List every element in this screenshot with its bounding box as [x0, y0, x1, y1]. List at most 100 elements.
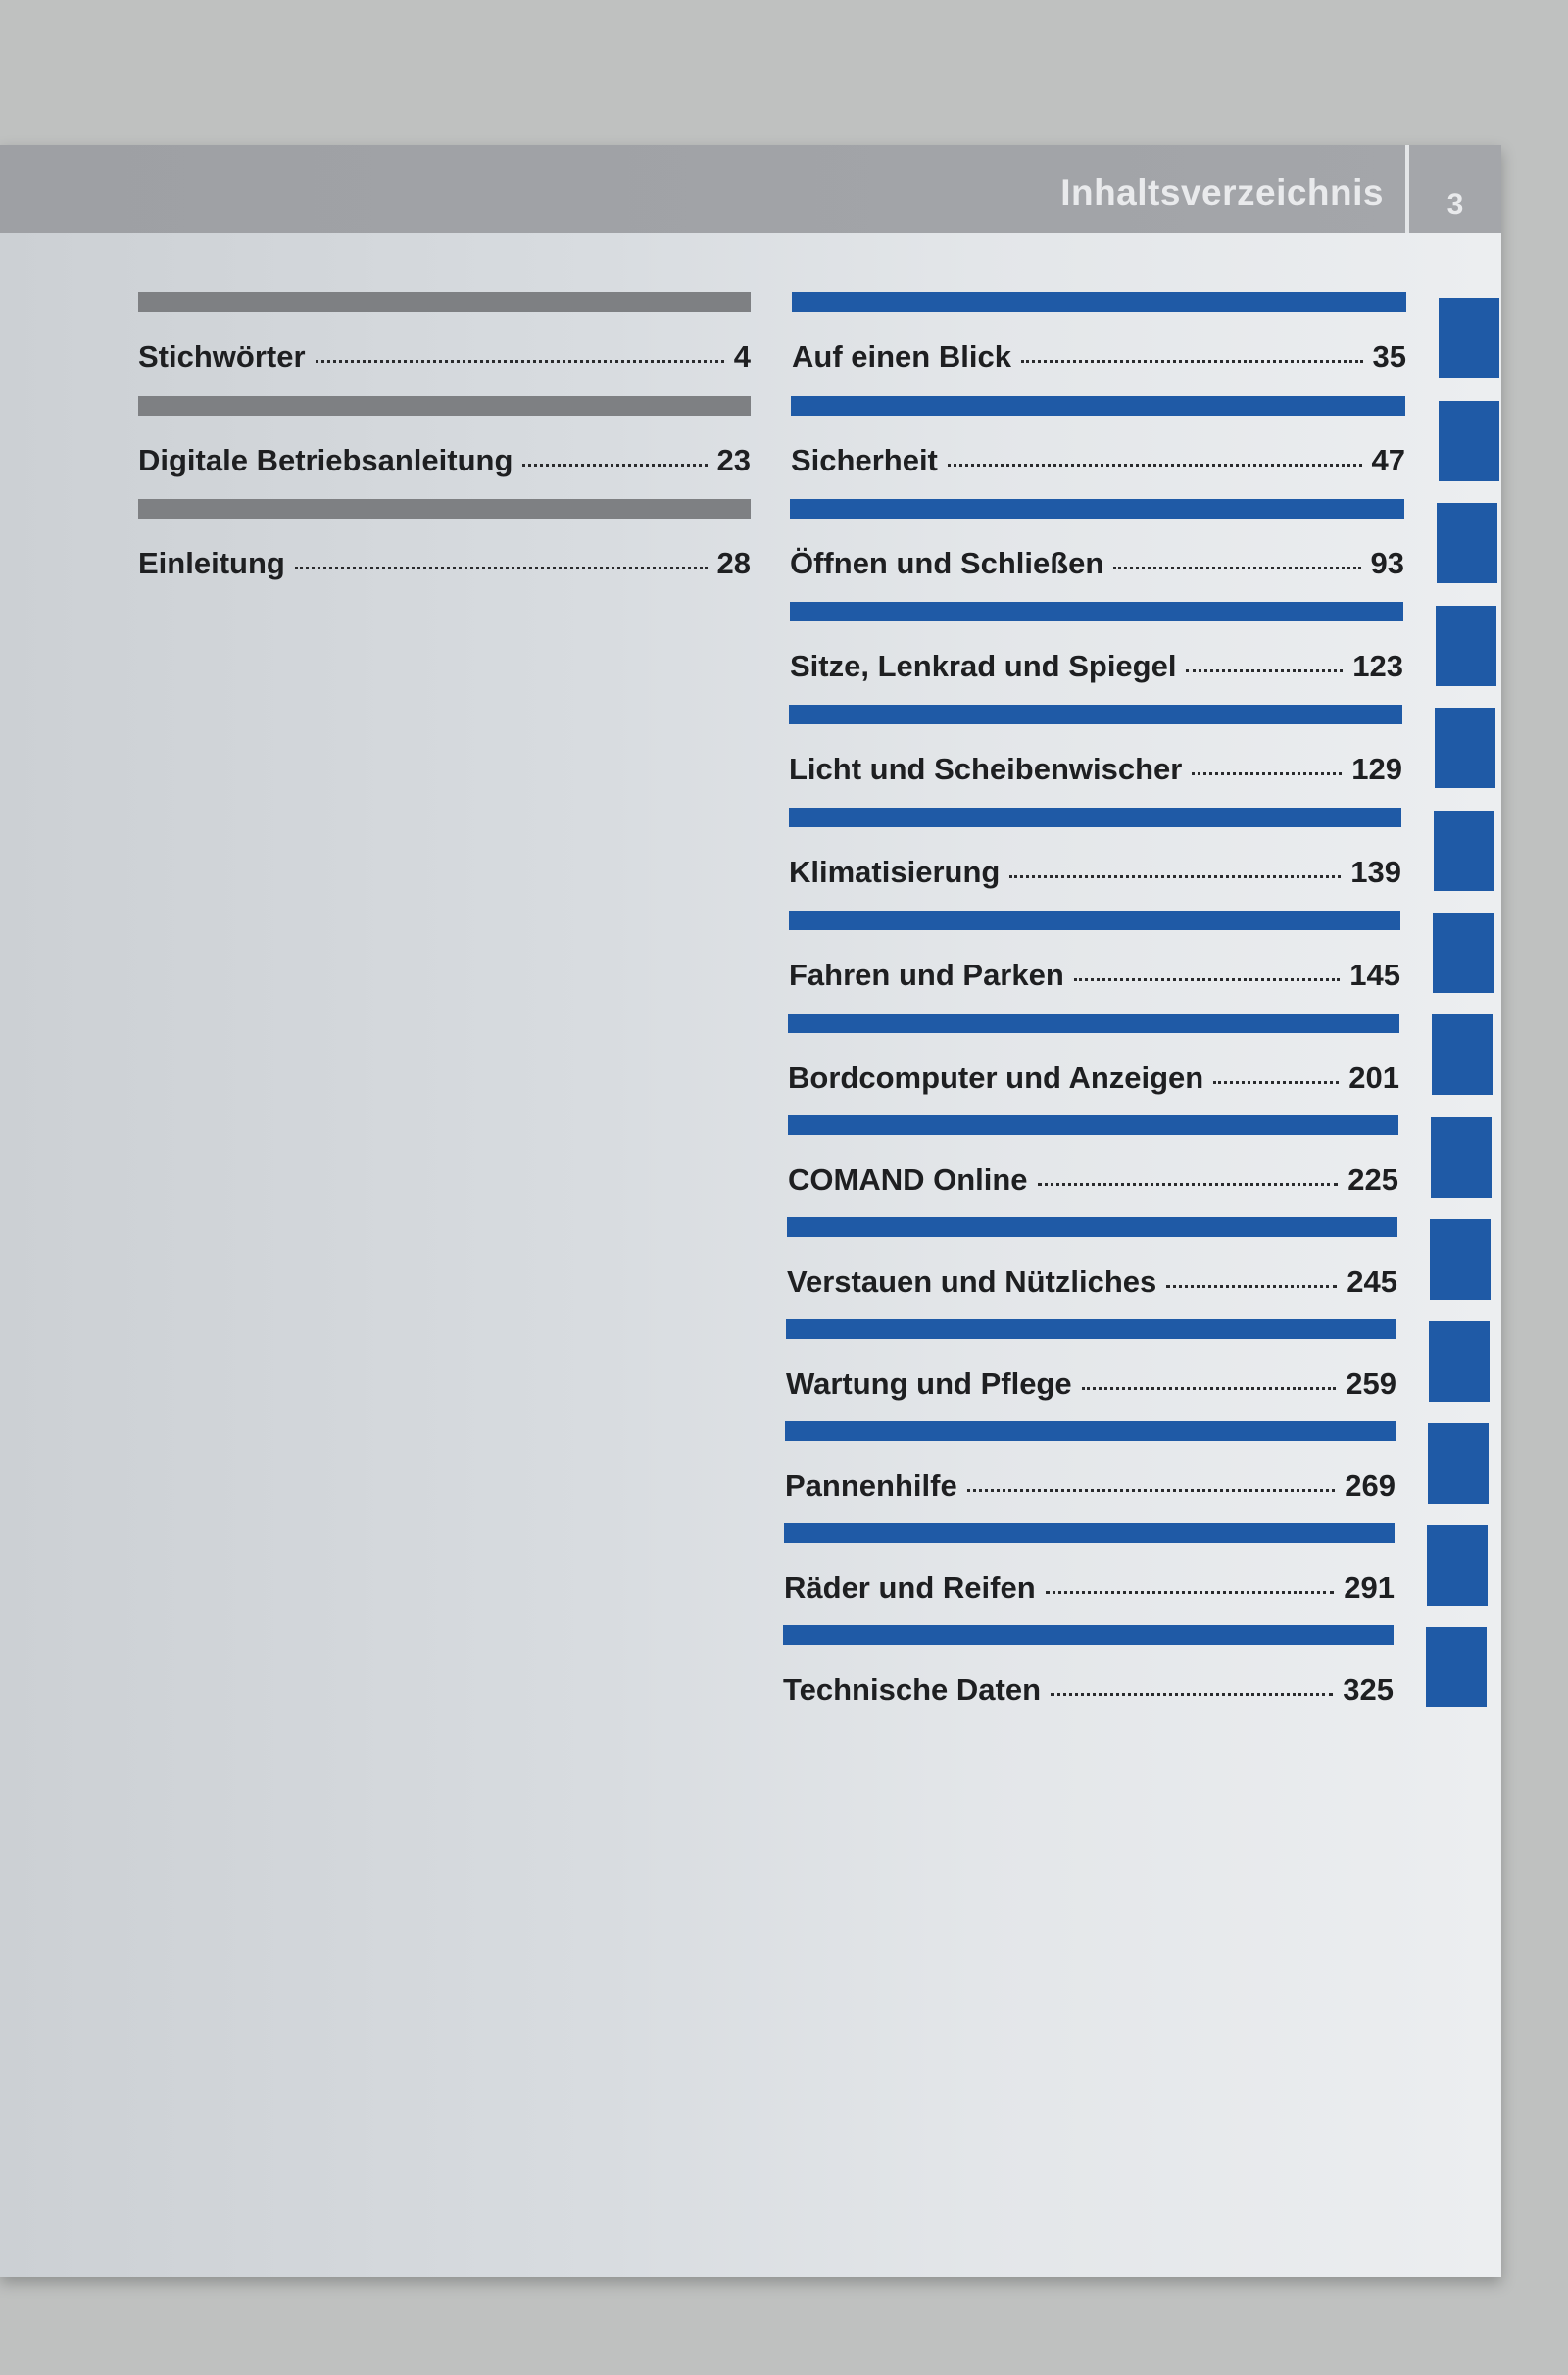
dot-leader — [294, 567, 708, 569]
toc-entry-right[interactable]: Licht und Scheibenwischer 129 — [789, 705, 1402, 793]
toc-page-number: 28 — [716, 546, 751, 580]
thumb-tab[interactable] — [1435, 708, 1495, 788]
thumb-tab[interactable] — [1437, 503, 1497, 583]
dot-leader — [1037, 1183, 1339, 1186]
toc-page-number: 23 — [716, 443, 751, 477]
thumb-tab[interactable] — [1433, 913, 1494, 993]
section-bar — [788, 1115, 1398, 1135]
toc-entry-right[interactable]: Pannenhilfe 269 — [785, 1421, 1396, 1509]
section-bar — [791, 396, 1405, 416]
toc-entry-right[interactable]: Räder und Reifen 291 — [784, 1523, 1395, 1611]
thumb-tab[interactable] — [1432, 1014, 1493, 1095]
dot-leader — [1020, 360, 1363, 363]
section-bar — [138, 499, 751, 519]
toc-entry-right[interactable]: Verstauen und Nützliches 245 — [787, 1217, 1397, 1306]
toc-label: Digitale Betriebsanleitung — [138, 443, 514, 477]
toc-page-number: 259 — [1346, 1366, 1396, 1401]
toc-entry-right[interactable]: Öffnen und Schließen 93 — [790, 499, 1404, 587]
section-bar — [784, 1523, 1395, 1543]
dot-leader — [1192, 772, 1343, 775]
section-bar — [138, 292, 751, 312]
toc-page-number: 123 — [1352, 649, 1403, 683]
thumb-tab[interactable] — [1434, 811, 1494, 891]
section-bar — [138, 396, 751, 416]
toc-label: Einleitung — [138, 546, 285, 580]
toc-label: Fahren und Parken — [789, 958, 1064, 992]
thumb-tab[interactable] — [1426, 1627, 1487, 1707]
toc-label: Stichwörter — [138, 339, 306, 373]
section-bar — [789, 911, 1400, 930]
dot-leader — [1213, 1081, 1340, 1084]
toc-label: Auf einen Blick — [792, 339, 1011, 373]
toc-page-number: 4 — [733, 339, 751, 373]
dot-leader — [1113, 567, 1361, 569]
page-header: Inhaltsverzeichnis 3 — [0, 145, 1501, 233]
toc-entry-right[interactable]: Fahren und Parken 145 — [789, 911, 1400, 999]
toc-label: Bordcomputer und Anzeigen — [788, 1061, 1204, 1095]
thumb-tab[interactable] — [1439, 401, 1499, 481]
thumb-tab[interactable] — [1439, 298, 1499, 378]
dot-leader — [1051, 1693, 1334, 1696]
dot-leader — [1166, 1285, 1338, 1288]
header-divider — [1405, 145, 1409, 233]
dot-leader — [1045, 1591, 1335, 1594]
toc-entry-right[interactable]: Klimatisierung 139 — [789, 808, 1401, 896]
thumb-tab[interactable] — [1436, 606, 1496, 686]
dot-leader — [315, 360, 724, 363]
toc-entry-right[interactable]: Sitze, Lenkrad und Spiegel 123 — [790, 602, 1403, 690]
dot-leader — [1081, 1387, 1337, 1390]
toc-page-number: 225 — [1348, 1163, 1398, 1197]
section-bar — [789, 808, 1401, 827]
thumb-tab[interactable] — [1429, 1321, 1490, 1402]
toc-label: Technische Daten — [783, 1672, 1042, 1707]
section-bar — [790, 602, 1403, 621]
toc-label: Wartung und Pflege — [786, 1366, 1072, 1401]
dot-leader — [1073, 978, 1341, 981]
toc-entry-right[interactable]: Auf einen Blick 35 — [792, 292, 1406, 380]
toc-label: Sicherheit — [791, 443, 938, 477]
toc-entry-left[interactable]: Stichwörter 4 — [138, 292, 751, 380]
toc-entry-right[interactable]: Wartung und Pflege 259 — [786, 1319, 1396, 1408]
section-bar — [790, 499, 1404, 519]
page-number: 3 — [1446, 188, 1464, 221]
thumb-tab[interactable] — [1427, 1525, 1488, 1606]
section-bar — [785, 1421, 1396, 1441]
toc-label: Verstauen und Nützliches — [787, 1264, 1157, 1299]
thumb-tab[interactable] — [1428, 1423, 1489, 1504]
toc-page-number: 201 — [1348, 1061, 1399, 1095]
toc-label: Sitze, Lenkrad und Spiegel — [790, 649, 1177, 683]
toc-label: Klimatisierung — [789, 855, 1001, 889]
toc-page-number: 93 — [1370, 546, 1404, 580]
toc-page-number: 291 — [1344, 1570, 1395, 1605]
section-bar — [792, 292, 1406, 312]
toc-page-number: 35 — [1372, 339, 1406, 373]
toc-entry-right[interactable]: COMAND Online 225 — [788, 1115, 1398, 1204]
page-title: Inhaltsverzeichnis — [1060, 173, 1384, 213]
toc-page-number: 245 — [1347, 1264, 1397, 1299]
thumb-tab[interactable] — [1430, 1219, 1491, 1300]
toc-entry-right[interactable]: Sicherheit 47 — [791, 396, 1405, 484]
dot-leader — [1186, 669, 1344, 672]
dot-leader — [1009, 875, 1342, 878]
toc-label: Licht und Scheibenwischer — [789, 752, 1183, 786]
toc-label: COMAND Online — [788, 1163, 1028, 1197]
dot-leader — [522, 464, 708, 467]
toc-page-number: 139 — [1350, 855, 1401, 889]
toc-label: Öffnen und Schließen — [790, 546, 1104, 580]
dot-leader — [947, 464, 1362, 467]
toc-entry-left[interactable]: Digitale Betriebsanleitung 23 — [138, 396, 751, 484]
dot-leader — [966, 1489, 1336, 1492]
toc-page-number: 325 — [1343, 1672, 1394, 1707]
toc-entry-right[interactable]: Bordcomputer und Anzeigen 201 — [788, 1014, 1399, 1102]
toc-page-number: 129 — [1351, 752, 1402, 786]
toc-page-number: 145 — [1349, 958, 1400, 992]
toc-entry-left[interactable]: Einleitung 28 — [138, 499, 751, 587]
section-bar — [788, 1014, 1399, 1033]
section-bar — [786, 1319, 1396, 1339]
toc-label: Räder und Reifen — [784, 1570, 1036, 1605]
section-bar — [787, 1217, 1397, 1237]
section-bar — [789, 705, 1402, 724]
thumb-tab[interactable] — [1431, 1117, 1492, 1198]
toc-page-number: 269 — [1345, 1468, 1396, 1503]
toc-entry-right[interactable]: Technische Daten 325 — [783, 1625, 1394, 1713]
